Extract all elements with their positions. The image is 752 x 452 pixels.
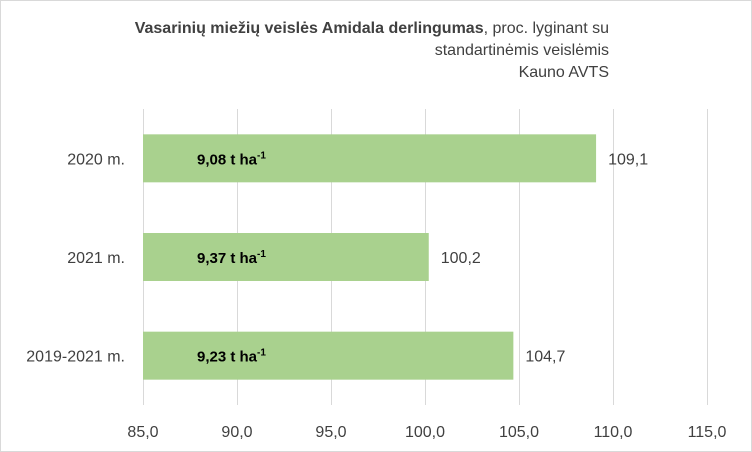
category-label: 2019-2021 m. bbox=[26, 349, 125, 366]
chart-title-line3: Kauno AVTS bbox=[518, 64, 609, 81]
x-tick-label: 95,0 bbox=[315, 424, 346, 441]
bar-annotation: 9,37 t ha-1 bbox=[197, 249, 266, 267]
bar bbox=[143, 331, 514, 380]
chart-title-rest: , proc. lyginant su bbox=[483, 20, 609, 37]
data-label: 104,7 bbox=[525, 349, 565, 366]
bar-annotation: 9,08 t ha-1 bbox=[197, 150, 266, 168]
bar-annotation: 9,23 t ha-1 bbox=[197, 348, 266, 366]
category-label: 2020 m. bbox=[67, 151, 125, 168]
x-tick-label: 110,0 bbox=[594, 424, 633, 441]
x-tick-label: 100,0 bbox=[405, 424, 445, 441]
bar bbox=[143, 134, 597, 183]
data-label: 109,1 bbox=[608, 151, 648, 168]
bar bbox=[143, 233, 429, 281]
x-tick-label: 105,0 bbox=[499, 424, 539, 441]
x-tick-label: 115,0 bbox=[688, 424, 727, 441]
x-tick-label: 90,0 bbox=[221, 424, 252, 441]
chart-title-line2: standartinėmis veislėmis bbox=[434, 42, 609, 59]
data-label: 100,2 bbox=[441, 250, 481, 267]
x-tick-label: 85,0 bbox=[127, 424, 158, 441]
chart-title: Vasarinių miežių veislės Amidala derling… bbox=[49, 18, 609, 84]
category-label: 2021 m. bbox=[67, 250, 125, 267]
chart-title-bold: Vasarinių miežių veislės Amidala derling… bbox=[134, 20, 484, 37]
